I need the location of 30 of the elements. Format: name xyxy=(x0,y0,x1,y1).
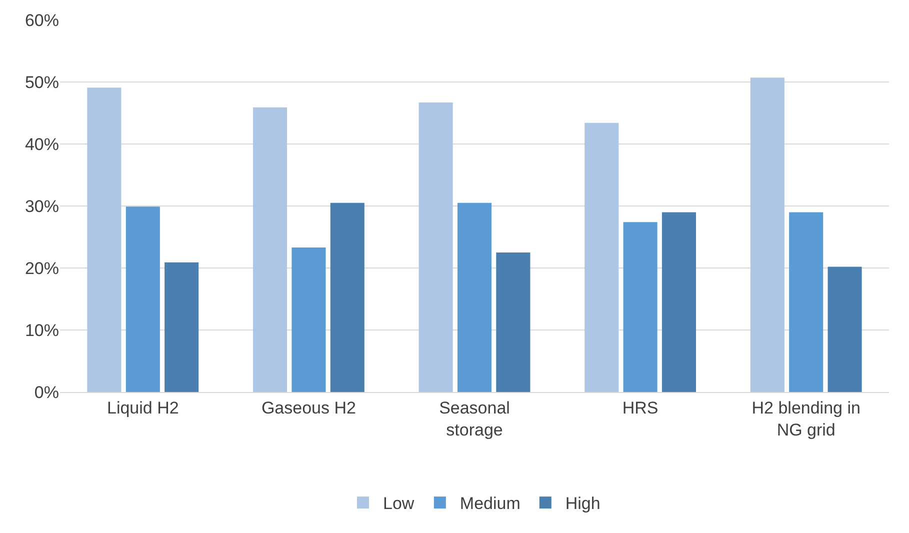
bar xyxy=(789,212,824,392)
y-tick-label: 50% xyxy=(24,72,59,92)
bar xyxy=(623,222,658,392)
bar xyxy=(584,122,619,392)
x-tick-label: Seasonal storage xyxy=(439,398,510,440)
y-tick-label: 0% xyxy=(34,382,59,402)
bar xyxy=(418,102,453,392)
legend-label: Low xyxy=(383,494,415,514)
legend-label: High xyxy=(565,494,600,514)
x-tick-label: H2 blending in NG grid xyxy=(752,398,860,440)
y-tick-label: 20% xyxy=(24,258,59,278)
bar xyxy=(252,107,288,392)
bar xyxy=(496,252,530,392)
y-tick-label: 40% xyxy=(24,134,59,154)
bar xyxy=(126,206,160,392)
y-tick-label: 60% xyxy=(24,10,59,30)
bar xyxy=(330,202,364,392)
bar xyxy=(164,262,199,392)
x-tick-label: HRS xyxy=(622,398,658,418)
bar xyxy=(828,266,862,392)
bar xyxy=(292,248,326,392)
bar xyxy=(750,78,784,392)
y-tick-label: 10% xyxy=(24,320,59,340)
x-tick-label: Gaseous H2 xyxy=(261,398,356,418)
bar xyxy=(662,212,696,392)
bar xyxy=(87,88,122,392)
bar xyxy=(457,202,492,392)
legend-label: Medium xyxy=(460,494,520,514)
x-tick-label: Liquid H2 xyxy=(106,398,179,418)
y-tick-label: 30% xyxy=(24,196,59,216)
